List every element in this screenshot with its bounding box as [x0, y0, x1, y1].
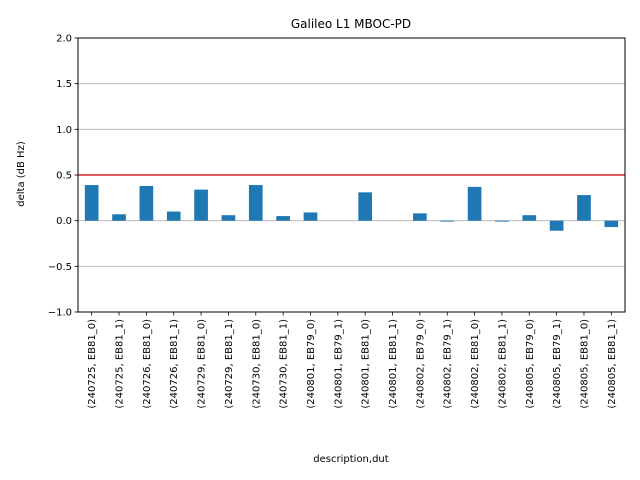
bar [440, 220, 455, 222]
x-tick-label: (240729, EB81_1) [224, 319, 235, 409]
x-tick-label: (240730, EB81_0) [251, 319, 262, 409]
bar [495, 220, 509, 222]
x-tick-label: (240801, EB79_0) [306, 319, 317, 409]
bar [358, 192, 373, 221]
x-tick-label: (240725, EB81_0) [87, 319, 98, 409]
x-tick-label: (240805, EB79_1) [552, 319, 563, 409]
x-tick-label: (240801, EB81_1) [388, 319, 399, 409]
y-tick-label: 0.5 [56, 171, 72, 182]
x-tick-label: (240726, EB81_1) [169, 319, 180, 409]
x-tick-label: (240729, EB81_0) [197, 319, 208, 409]
y-tick-label: −1.0 [48, 308, 72, 319]
bar [276, 216, 290, 221]
x-tick-label: (240726, EB81_0) [142, 319, 153, 409]
x-tick-label: (240801, EB81_0) [361, 319, 372, 409]
bar [604, 220, 619, 228]
x-tick-label: (240725, EB81_1) [115, 319, 126, 409]
bar [84, 185, 99, 221]
y-axis-ticks: −1.0 −0.5 0.0 0.5 1.0 1.5 2.0 [48, 34, 78, 319]
y-axis-label: delta (dB Hz) [16, 141, 27, 207]
x-axis-ticks: (240725, EB81_0) (240725, EB81_1) (240726,… [87, 312, 618, 409]
bar [139, 185, 154, 221]
y-tick-label: 0.0 [56, 216, 72, 227]
chart-title: Galileo L1 MBOC-PD [291, 17, 411, 31]
x-tick-label: (240805, EB81_0) [579, 319, 590, 409]
x-tick-label: (240802, EB79_0) [415, 319, 426, 409]
y-tick-label: 1.5 [56, 79, 72, 90]
bar [166, 211, 181, 221]
bar [248, 185, 263, 221]
x-tick-label: (240802, EB81_1) [497, 319, 508, 409]
x-tick-label: (240802, EB81_0) [470, 319, 481, 409]
y-tick-label: 1.0 [56, 125, 72, 136]
x-tick-label: (240805, EB79_0) [525, 319, 536, 409]
bar [467, 186, 482, 221]
bar [577, 195, 591, 221]
bars [84, 185, 619, 231]
y-tick-label: 2.0 [56, 34, 72, 45]
bar [194, 189, 208, 221]
bar [221, 215, 236, 221]
bar [522, 215, 537, 221]
y-tick-label: −0.5 [48, 262, 72, 273]
bar [413, 213, 427, 221]
x-tick-label: (240805, EB81_1) [607, 319, 618, 409]
bar [549, 220, 564, 231]
x-axis-label: description,dut [313, 454, 388, 465]
x-tick-label: (240730, EB81_1) [279, 319, 290, 409]
x-tick-label: (240802, EB79_1) [443, 319, 454, 409]
bar [303, 212, 318, 221]
bar [112, 214, 126, 221]
x-tick-label: (240801, EB79_1) [333, 319, 344, 409]
